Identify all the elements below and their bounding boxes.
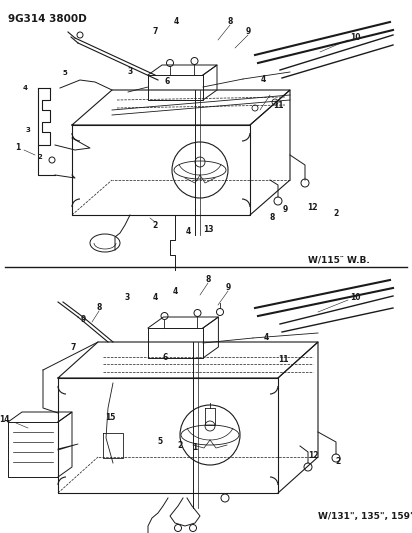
- Text: 8: 8: [227, 18, 233, 27]
- Text: 7: 7: [152, 28, 158, 36]
- Text: 2: 2: [178, 440, 183, 449]
- Text: W/131", 135", 159" W.B.: W/131", 135", 159" W.B.: [318, 512, 412, 521]
- Text: 8: 8: [96, 303, 102, 312]
- Text: 9: 9: [80, 316, 86, 325]
- Text: 9G314 3800D: 9G314 3800D: [8, 14, 87, 24]
- Text: 9: 9: [246, 28, 250, 36]
- Text: 3: 3: [124, 294, 130, 303]
- Text: 12: 12: [308, 450, 318, 459]
- Text: 11: 11: [278, 356, 288, 365]
- Text: 8: 8: [205, 276, 211, 285]
- Text: 8: 8: [269, 214, 275, 222]
- Text: 4: 4: [260, 76, 266, 85]
- Text: 4: 4: [185, 228, 191, 237]
- Text: 14: 14: [0, 416, 9, 424]
- Text: 12: 12: [307, 204, 317, 213]
- Text: 2: 2: [37, 154, 42, 160]
- Text: 11: 11: [273, 101, 283, 109]
- Text: 9: 9: [225, 284, 231, 293]
- Text: 10: 10: [350, 294, 360, 303]
- Text: 1: 1: [192, 442, 198, 451]
- Text: 2: 2: [333, 208, 339, 217]
- Text: 9: 9: [282, 206, 288, 214]
- Text: 2: 2: [152, 221, 158, 230]
- Text: 6: 6: [162, 353, 168, 362]
- Text: 4: 4: [23, 85, 28, 91]
- Text: 5: 5: [63, 70, 68, 76]
- Text: 4: 4: [263, 334, 269, 343]
- Text: 13: 13: [203, 225, 213, 235]
- Text: 5: 5: [157, 438, 163, 447]
- Text: 10: 10: [350, 34, 360, 43]
- Text: 7: 7: [70, 343, 76, 352]
- Text: W/115″ W.B.: W/115″ W.B.: [308, 255, 370, 264]
- Text: 4: 4: [173, 18, 179, 27]
- Text: 4: 4: [152, 294, 158, 303]
- Text: 1: 1: [15, 143, 21, 152]
- Text: 4: 4: [172, 287, 178, 296]
- Text: 15: 15: [105, 414, 115, 423]
- Text: 3: 3: [127, 68, 133, 77]
- Text: 2: 2: [335, 457, 341, 466]
- Text: 3: 3: [26, 127, 30, 133]
- Text: 6: 6: [164, 77, 170, 86]
